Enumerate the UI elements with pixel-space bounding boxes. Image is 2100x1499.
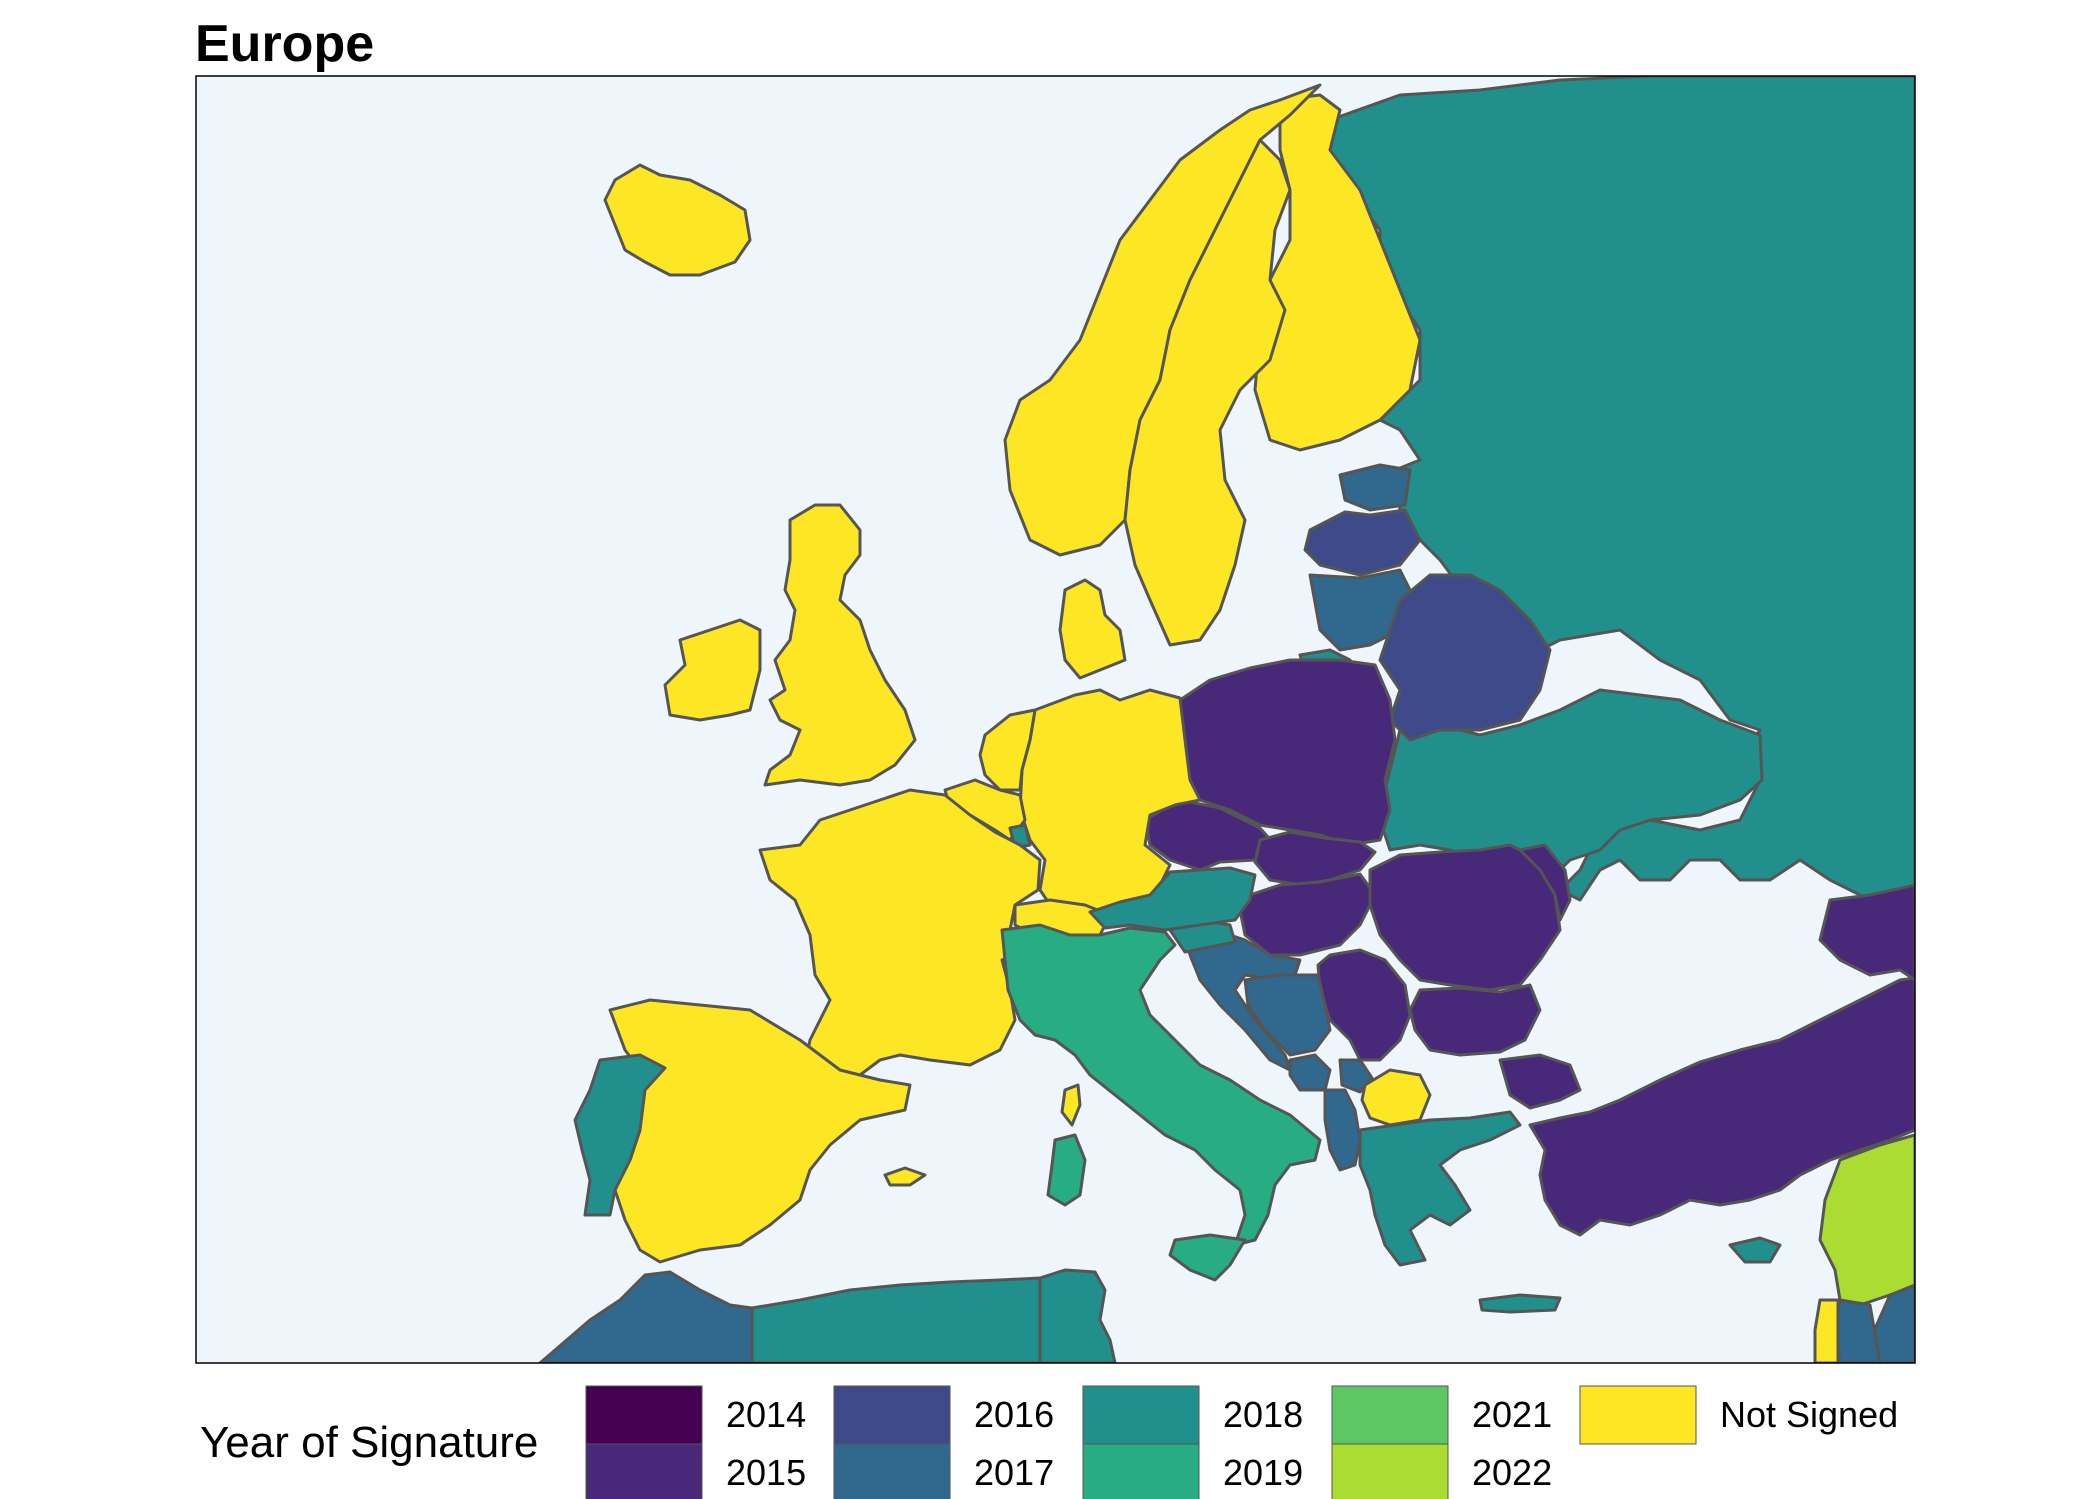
legend-label-2014: 2014 [726,1394,807,1435]
region-corsica[interactable] [1060,1083,1082,1127]
legend-swatch-2015 [585,1443,703,1499]
region-ukraine[interactable] [1378,688,1764,892]
legend-title: Year of Signature [200,1418,539,1467]
region-israel[interactable] [1813,1298,1840,1363]
region-croatia[interactable] [1183,928,1302,1072]
region-albania[interactable] [1323,1088,1362,1172]
region-caucasus[interactable] [1818,883,1915,982]
region-bulgaria[interactable] [1408,983,1542,1057]
legend-swatch-2021 [1331,1385,1449,1445]
region-crete[interactable] [1478,1293,1562,1314]
region-sicily[interactable] [1168,1233,1247,1282]
region-austria[interactable] [1088,866,1257,932]
region-finland[interactable] [1253,93,1422,452]
region-poland[interactable] [1178,658,1397,847]
legend-label-2021: 2021 [1472,1394,1553,1435]
legend-swatch-2016 [833,1385,951,1445]
region-ireland[interactable] [663,618,762,722]
region-sardinia[interactable] [1046,1133,1087,1207]
legend-swatch-2022 [1331,1443,1449,1499]
region-algeria[interactable] [750,1276,1047,1363]
region-greece[interactable] [1358,1110,1522,1267]
legend-label-2017: 2017 [974,1452,1055,1493]
legend-swatch-2014 [585,1385,703,1445]
legend-label-2016: 2016 [974,1394,1055,1435]
legend-swatch-2018 [1082,1385,1200,1445]
region-latvia[interactable] [1303,508,1422,577]
map-title: Europe [195,15,375,73]
legend-label-2015: 2015 [726,1452,807,1493]
region-uk[interactable] [763,503,917,787]
region-moldova[interactable] [1518,843,1572,922]
region-hungary[interactable] [1238,872,1377,957]
legend-swatch-2017 [833,1443,951,1499]
region-slovakia[interactable] [1253,830,1377,887]
legend-swatch-2019 [1082,1443,1200,1499]
legend-label-2019: 2019 [1223,1452,1304,1493]
legend-label-2022: 2022 [1472,1452,1553,1493]
region-tunisia[interactable] [1038,1268,1117,1363]
region-iceland[interactable] [603,163,752,277]
region-portugal[interactable] [573,1053,667,1217]
legend-swatch-not-signed [1579,1385,1697,1445]
region-balearics[interactable] [883,1166,927,1187]
region-turkey-thrace[interactable] [1498,1053,1582,1110]
region-italy[interactable] [1000,923,1322,1247]
legend-keys [585,1385,1697,1499]
region-belarus[interactable] [1378,573,1552,742]
region-bosnia[interactable] [1243,973,1332,1057]
map-frame [195,75,1916,1364]
region-estonia[interactable] [1338,463,1412,512]
legend-label-not-signed: Not Signed [1720,1394,1899,1435]
legend-label-2018: 2018 [1223,1394,1304,1435]
region-netherlands[interactable] [978,708,1037,792]
region-denmark[interactable] [1058,578,1127,680]
region-cyprus[interactable] [1728,1236,1782,1264]
region-sweden[interactable] [1123,138,1292,647]
region-turkey[interactable] [1528,976,1915,1237]
region-romania[interactable] [1368,843,1562,992]
